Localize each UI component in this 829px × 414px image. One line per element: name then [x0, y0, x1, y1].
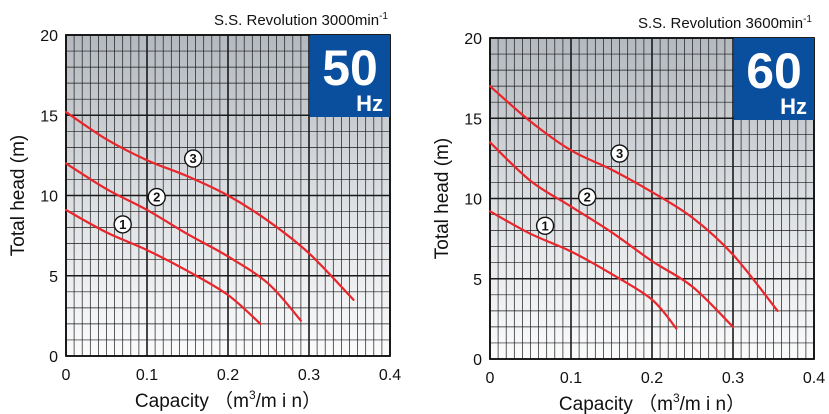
x-tick-label: 0.2 — [217, 367, 239, 384]
performance-curve-2 — [64, 162, 302, 322]
grid-lines — [65, 34, 391, 357]
curve-label-circle — [578, 187, 597, 207]
badge-number: 60 — [746, 43, 802, 99]
chart-title: S.S. Revolution 3600min-1 — [638, 14, 812, 32]
y-tick-label: 0 — [473, 352, 482, 369]
x-tick-label: 0.3 — [298, 367, 320, 384]
curve-label-circle — [113, 215, 132, 234]
performance-curve-3 — [488, 85, 779, 312]
performance-curve-1 — [488, 210, 678, 330]
curve-label: 2 — [584, 189, 591, 204]
x-tick-label: 0.1 — [560, 370, 582, 387]
y-axis-label: Total head (m) — [8, 135, 29, 256]
curve-label: 2 — [153, 190, 160, 205]
curve-label: 3 — [616, 146, 623, 161]
curve-label-circle — [610, 144, 629, 163]
y-tick-label: 0 — [49, 349, 58, 366]
x-tick-label: 0.4 — [379, 367, 401, 384]
y-tick-label: 20 — [40, 28, 58, 45]
x-axis-label: Capacity （m3/m i n） — [135, 388, 321, 412]
plot-border — [489, 37, 815, 360]
performance-curve-3 — [64, 110, 355, 301]
badge-background — [310, 35, 390, 117]
chart-title: S.S. Revolution 3000min-1 — [214, 11, 388, 29]
y-axis-label: Total head (m) — [432, 138, 453, 259]
performance-curve-2 — [488, 141, 735, 328]
curve-label-circle — [147, 187, 166, 207]
y-tick-label: 10 — [464, 192, 482, 209]
y-tick-label: 5 — [49, 269, 58, 286]
y-tick-label: 5 — [473, 272, 482, 289]
badge-number: 50 — [322, 40, 378, 96]
x-axis-label: Capacity （m3/m i n） — [559, 391, 745, 414]
y-tick-label: 20 — [464, 31, 482, 48]
x-tick-label: 0 — [486, 370, 495, 387]
x-tick-label: 0.1 — [136, 367, 158, 384]
y-tick-label: 15 — [464, 111, 482, 128]
curve-label: 3 — [190, 151, 197, 166]
plot-border — [65, 34, 391, 357]
x-tick-label: 0 — [62, 367, 71, 384]
y-tick-label: 15 — [40, 108, 58, 125]
curve-label-circle — [183, 149, 203, 168]
badge-unit: Hz — [780, 94, 807, 119]
performance-curve-1 — [64, 208, 262, 325]
curve-label: 1 — [541, 218, 548, 233]
curve-label-circle — [535, 216, 555, 235]
x-tick-label: 0.4 — [803, 370, 825, 387]
y-tick-label: 10 — [40, 189, 58, 206]
badge-background — [734, 38, 814, 120]
curve-label: 1 — [119, 217, 126, 232]
x-tick-label: 0.2 — [641, 370, 663, 387]
badge-unit: Hz — [356, 91, 383, 116]
x-tick-label: 0.3 — [722, 370, 744, 387]
